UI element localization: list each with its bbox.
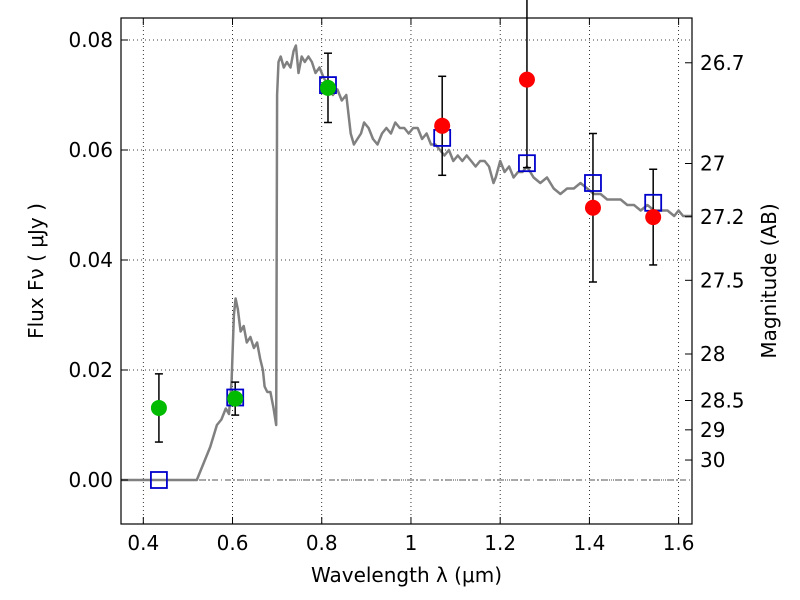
y-tick-label: 0.06 (68, 138, 113, 162)
x-axis-label: Wavelength λ (μm) (311, 563, 502, 587)
observed-flux-points (150, 71, 662, 416)
observed-flux-red (584, 199, 601, 216)
magnitude-tick-label: 29 (700, 418, 725, 442)
axis-ticks: 0.4 0.6 0.8 1 1.2 1.4 1.6 0.00 0.02 0.04 0.06 0.08 2… (68, 18, 745, 555)
x-tick-label: 0.8 (306, 531, 338, 555)
y-tick-label: 0.00 (68, 468, 113, 492)
model-flux-square (584, 174, 602, 192)
model-flux-squares (150, 76, 663, 489)
observed-flux-red (645, 209, 662, 226)
observed-flux-green (319, 79, 336, 96)
observed-flux-red (518, 71, 535, 88)
model-flux-square (518, 154, 536, 173)
magnitude-tick-label: 27.2 (700, 205, 745, 229)
y-tick-label: 0.02 (68, 358, 113, 382)
x-tick-label: 1.2 (484, 531, 516, 555)
y-tick-label: 0.04 (68, 248, 113, 272)
magnitude-axis-label: Magnitude (AB) (757, 203, 781, 358)
magnitude-tick-label: 28 (700, 342, 725, 366)
x-tick-label: 0.4 (127, 531, 159, 555)
model-flux-square (150, 471, 168, 489)
plot-frame (120, 17, 693, 525)
x-tick-label: 1.6 (663, 531, 695, 555)
magnitude-tick-label: 27.5 (700, 268, 745, 292)
grid-lines (121, 18, 692, 524)
magnitude-tick-label: 27 (700, 152, 725, 176)
magnitude-tick-label: 26.7 (700, 51, 745, 75)
magnitude-tick-label: 28.5 (700, 389, 745, 413)
magnitude-tick-label: 30 (700, 448, 725, 472)
x-tick-label: 1.4 (573, 531, 605, 555)
observed-flux-green (227, 390, 244, 407)
y-tick-label: 0.08 (68, 28, 113, 52)
x-tick-label: 1 (405, 531, 418, 555)
observed-flux-green (150, 399, 167, 416)
observed-flux-red (434, 117, 451, 134)
template-spectrum-line (121, 44, 692, 482)
y-axis-label: Flux Fν ( μJy ) (24, 203, 48, 339)
x-tick-label: 0.6 (217, 531, 249, 555)
